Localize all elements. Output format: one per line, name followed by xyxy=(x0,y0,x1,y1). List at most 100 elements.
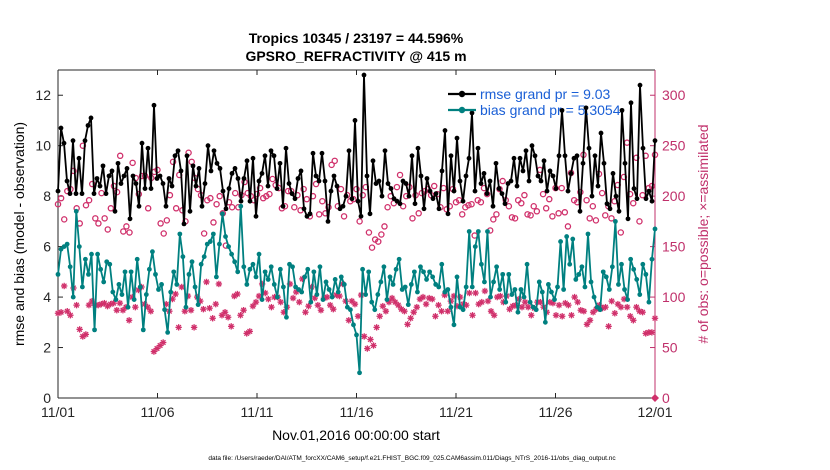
rmse-point xyxy=(628,100,634,106)
y-axis-label-left: rmse and bias (model - observation) xyxy=(11,122,27,346)
bias-point xyxy=(619,261,624,267)
rmse-point xyxy=(418,173,424,179)
rmse-point xyxy=(568,171,574,176)
bias-point xyxy=(265,277,271,282)
bias-point xyxy=(603,274,609,280)
rmse-point xyxy=(586,145,592,151)
asterisk-stroke xyxy=(206,305,213,311)
assimilated-obs-marker xyxy=(101,299,108,307)
assimilated-obs-marker xyxy=(311,294,318,302)
bias-point xyxy=(634,277,640,282)
assimilated-obs-marker xyxy=(252,298,260,306)
rmse-point xyxy=(433,191,439,197)
assimilated-obs-marker xyxy=(367,336,374,343)
bias-point xyxy=(387,274,393,280)
bias-point xyxy=(317,264,323,270)
bias-point xyxy=(482,279,487,285)
bias-point xyxy=(588,279,594,285)
rmse-point xyxy=(247,198,253,204)
bias-point xyxy=(646,299,652,305)
asterisk-stroke xyxy=(553,312,559,319)
asterisk-stroke xyxy=(401,308,408,314)
asterisk-stroke xyxy=(602,304,609,310)
rmse-point xyxy=(595,183,601,189)
bias-point xyxy=(162,307,168,313)
bias-point xyxy=(113,297,119,302)
assimilated-obs-marker xyxy=(364,345,371,352)
rmse-point xyxy=(481,171,487,176)
rmse-point xyxy=(97,183,103,189)
y-tick-label-right: 50 xyxy=(662,340,678,356)
asterisk-stroke xyxy=(528,312,535,319)
possible-obs-marker xyxy=(169,158,177,166)
asterisk-stroke xyxy=(318,307,324,313)
asterisk-stroke xyxy=(649,329,655,336)
bias-point xyxy=(609,264,615,270)
bias-point xyxy=(250,261,256,267)
bias-point xyxy=(89,251,94,257)
asterisk-stroke xyxy=(178,284,185,290)
possible-obs-marker xyxy=(589,202,597,210)
asterisk-stroke xyxy=(355,313,361,320)
assimilated-obs-marker xyxy=(203,278,210,286)
asterisk-stroke xyxy=(336,293,343,299)
rmse-point xyxy=(565,188,571,194)
assimilated-obs-marker xyxy=(490,312,498,319)
bias-point xyxy=(539,289,545,295)
rmse-point xyxy=(385,181,391,186)
rmse-point xyxy=(259,171,265,176)
rmse-point xyxy=(343,193,349,199)
asterisk-stroke xyxy=(101,300,108,306)
rmse-point xyxy=(487,178,493,184)
asterisk-stroke xyxy=(423,301,429,307)
bias-point xyxy=(515,309,521,315)
rmse-point xyxy=(460,198,466,204)
possible-obs-marker xyxy=(558,184,565,192)
rmse-point xyxy=(592,153,598,159)
assimilated-obs-marker xyxy=(64,308,71,315)
assimilated-obs-marker xyxy=(555,301,563,309)
bias-point xyxy=(171,269,177,275)
assimilated-obs-marker xyxy=(237,312,244,319)
rmse-point xyxy=(58,125,64,131)
possible-obs-marker xyxy=(629,199,637,207)
assimilated-obs-marker xyxy=(85,301,93,309)
bias-point xyxy=(622,287,627,292)
bias-point xyxy=(64,241,70,247)
assimilated-obs-marker xyxy=(228,323,235,330)
rmse-point xyxy=(625,216,631,222)
assimilated-obs-marker xyxy=(571,293,578,301)
rmse-point xyxy=(82,138,88,144)
rmse-point xyxy=(319,150,325,156)
assimilated-obs-marker xyxy=(373,324,380,331)
bias-point xyxy=(606,287,612,292)
rmse-point xyxy=(529,143,535,149)
possible-obs-marker xyxy=(200,230,208,237)
possible-obs-marker xyxy=(101,215,108,222)
possible-obs-marker xyxy=(527,212,534,219)
bias-point xyxy=(192,284,198,290)
bias-point xyxy=(183,304,189,310)
bias-point xyxy=(119,292,125,297)
asterisk-stroke xyxy=(568,312,575,319)
possible-obs-marker xyxy=(396,171,404,179)
assimilated-obs-marker xyxy=(246,328,253,335)
bias-point xyxy=(600,269,606,275)
rmse-point xyxy=(166,176,172,181)
assimilated-obs-marker xyxy=(147,308,154,315)
rmse-point xyxy=(199,203,205,209)
rmse-point xyxy=(223,206,229,212)
bias-point xyxy=(329,294,335,300)
assimilated-obs-marker xyxy=(611,310,618,317)
possible-obs-marker xyxy=(92,215,99,222)
asterisk-stroke xyxy=(463,302,470,308)
assimilated-obs-marker xyxy=(289,294,297,302)
x-tick-label: 11/21 xyxy=(439,404,473,420)
assimilated-obs-marker xyxy=(559,313,566,320)
possible-obs-marker xyxy=(508,214,516,221)
asterisk-stroke xyxy=(315,302,321,308)
assimilated-obs-marker xyxy=(407,315,414,322)
possible-obs-marker xyxy=(384,204,391,211)
bias-point xyxy=(542,319,548,325)
rmse-point xyxy=(346,148,352,154)
